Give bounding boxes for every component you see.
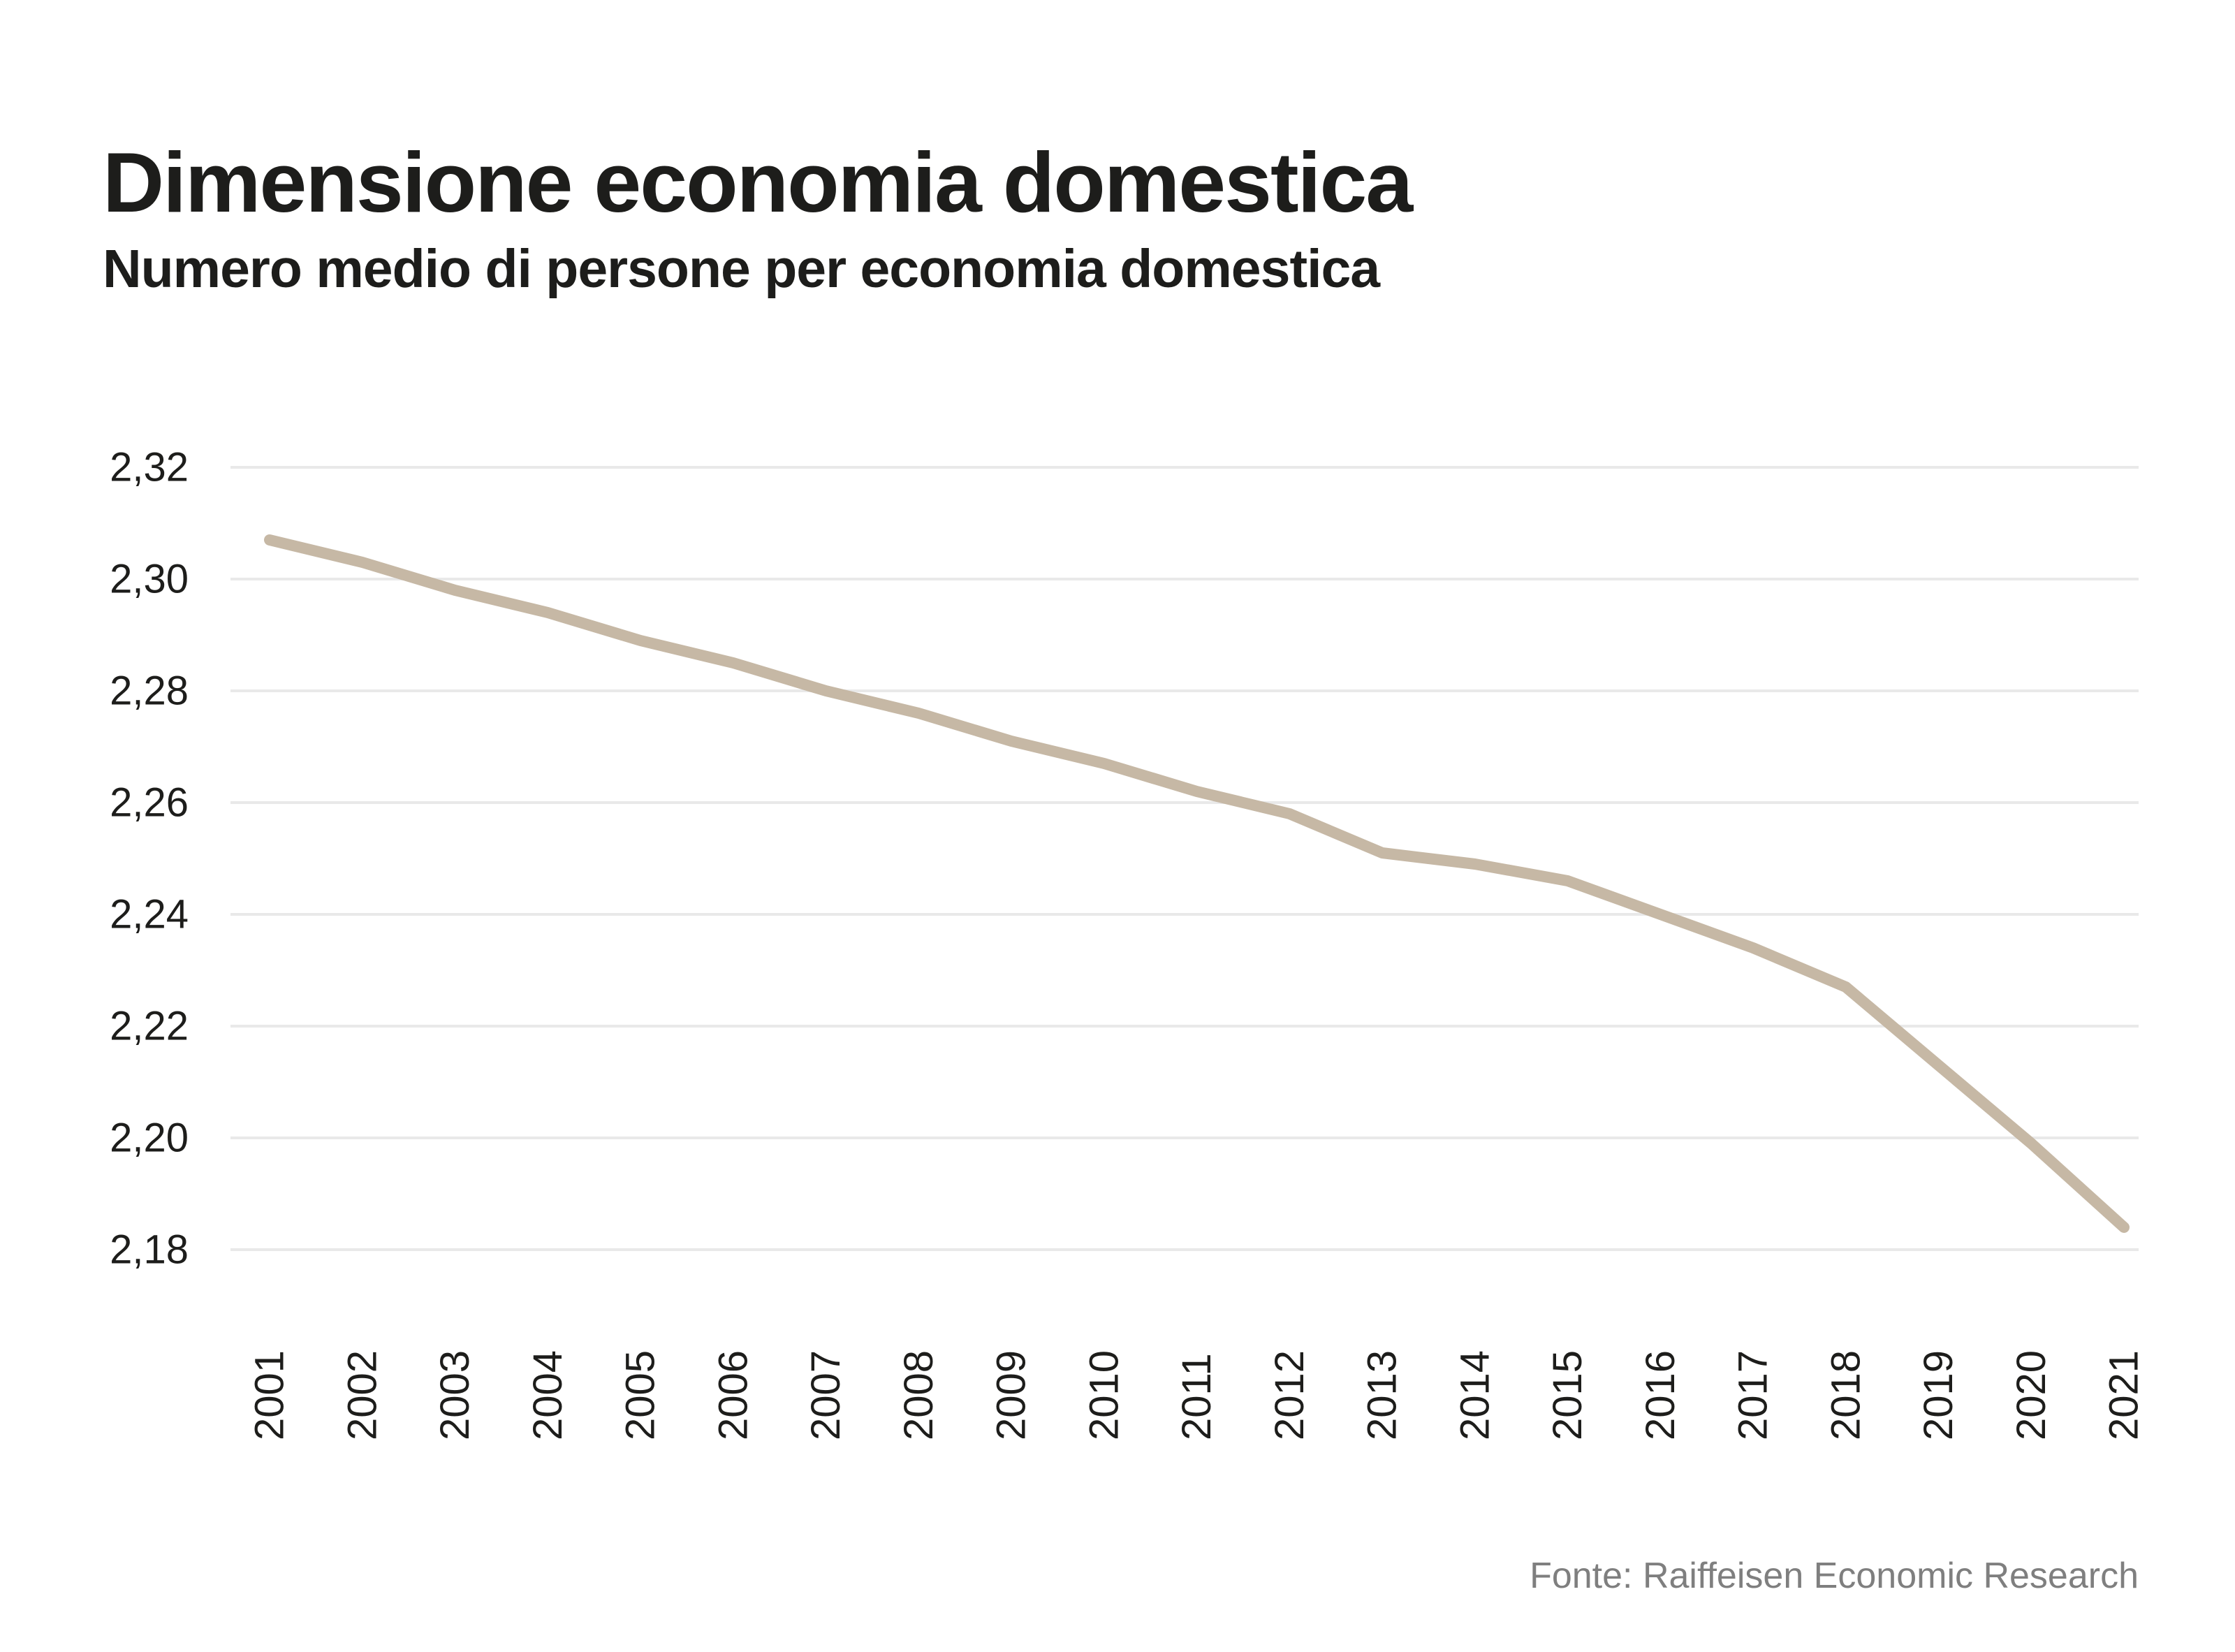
x-axis-year-label: 2016 [1638,1350,1683,1440]
y-axis-tick-label: 2,30 [110,557,189,602]
household-size-line [264,534,2130,1233]
x-axis-year-label: 2005 [618,1350,664,1440]
y-axis-tick-label: 2,26 [110,780,189,826]
x-axis-year-label: 2018 [1823,1350,1868,1440]
x-axis-year-label: 2007 [803,1350,849,1440]
x-axis-year-label: 2014 [1452,1350,1497,1440]
y-axis-tick-label: 2,32 [110,445,189,490]
y-axis-tick-label: 2,20 [110,1116,189,1161]
x-axis-year-label: 2001 [247,1350,293,1440]
x-axis-year-label: 2010 [1081,1350,1127,1440]
x-axis-year-label: 2020 [2009,1350,2054,1440]
x-axis-year-label: 2012 [1267,1350,1312,1440]
x-axis-year-label: 2002 [339,1350,385,1440]
y-axis-tick-label: 2,24 [110,892,189,937]
x-axis-year-label: 2006 [710,1350,756,1440]
x-axis-year-label: 2013 [1360,1350,1405,1440]
x-axis-year-label: 2015 [1545,1350,1590,1440]
x-axis-year-label: 2004 [525,1350,571,1440]
x-axis-year-label: 2019 [1916,1350,1961,1440]
x-axis-year-label: 2011 [1174,1353,1219,1440]
x-axis-year-label: 2021 [2102,1350,2147,1440]
y-axis-tick-label: 2,28 [110,668,189,714]
x-axis-year-label: 2008 [896,1350,941,1440]
page-subtitle: Numero medio di persone per economia dom… [103,238,1380,299]
y-axis-tick-label: 2,18 [110,1227,189,1273]
x-axis-year-label: 2003 [432,1350,478,1440]
x-axis-year-label: 2009 [989,1350,1034,1440]
page-title: Dimensione economia domestica [103,134,1413,230]
source-label: Fonte: Raiffeisen Economic Research [1530,1556,2139,1596]
y-axis-tick-label: 2,22 [110,1004,189,1049]
x-axis-year-label: 2017 [1731,1350,1776,1440]
